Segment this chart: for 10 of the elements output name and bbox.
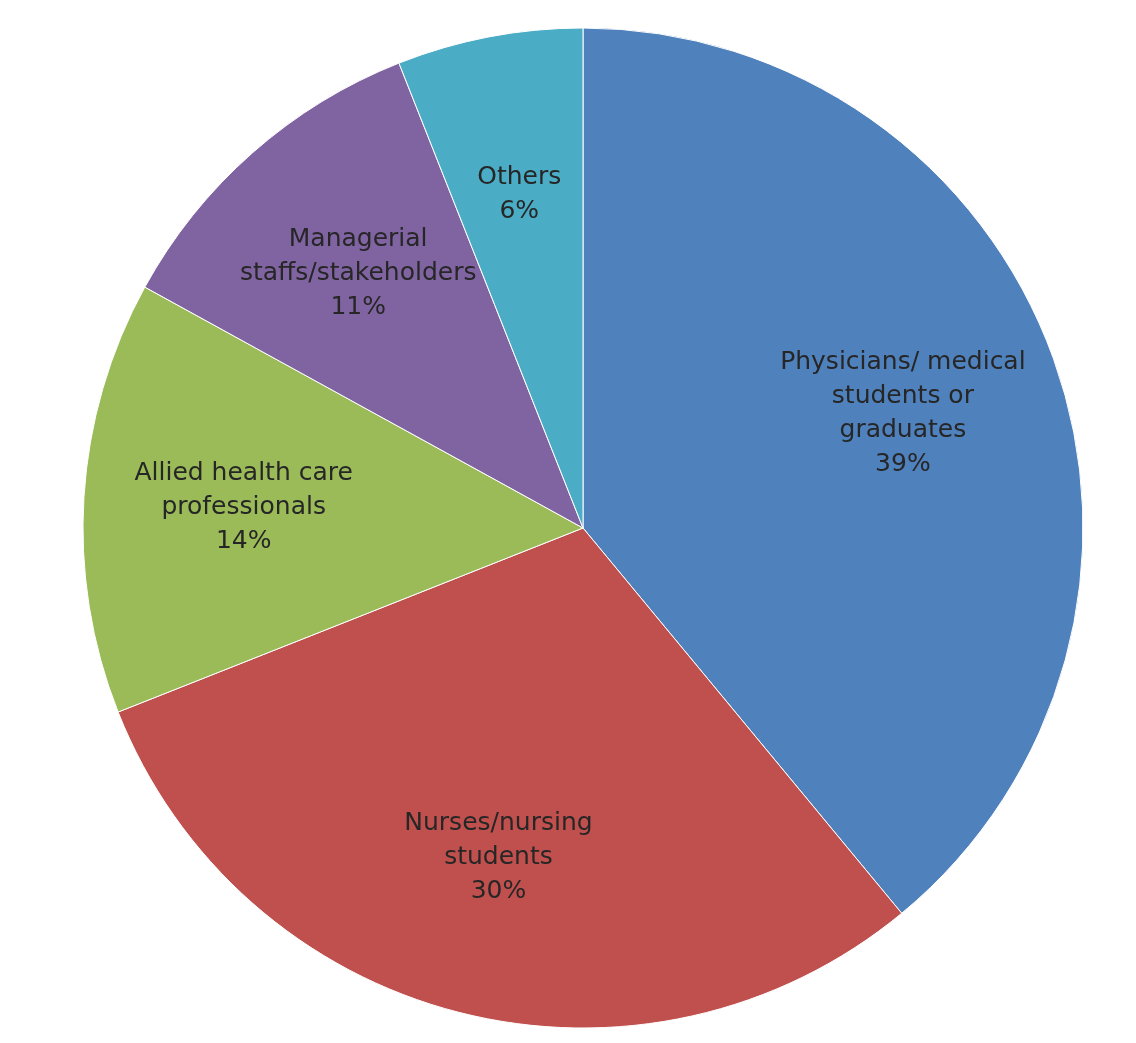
slice-label: Allied health care professionals bbox=[134, 456, 353, 520]
data-label: 39% bbox=[875, 447, 931, 477]
slice-label: Managerial staffs/stakeholders bbox=[239, 222, 477, 286]
slice-label: Others bbox=[477, 161, 562, 191]
data-label: 14% bbox=[215, 524, 272, 554]
data-label: 6% bbox=[499, 195, 540, 225]
slice-label: Physicians/ medical students or graduates bbox=[780, 345, 1026, 443]
data-label: 30% bbox=[470, 875, 527, 905]
slice-label: Nurses/nursing students bbox=[404, 807, 593, 871]
data-label: 11% bbox=[330, 290, 386, 320]
